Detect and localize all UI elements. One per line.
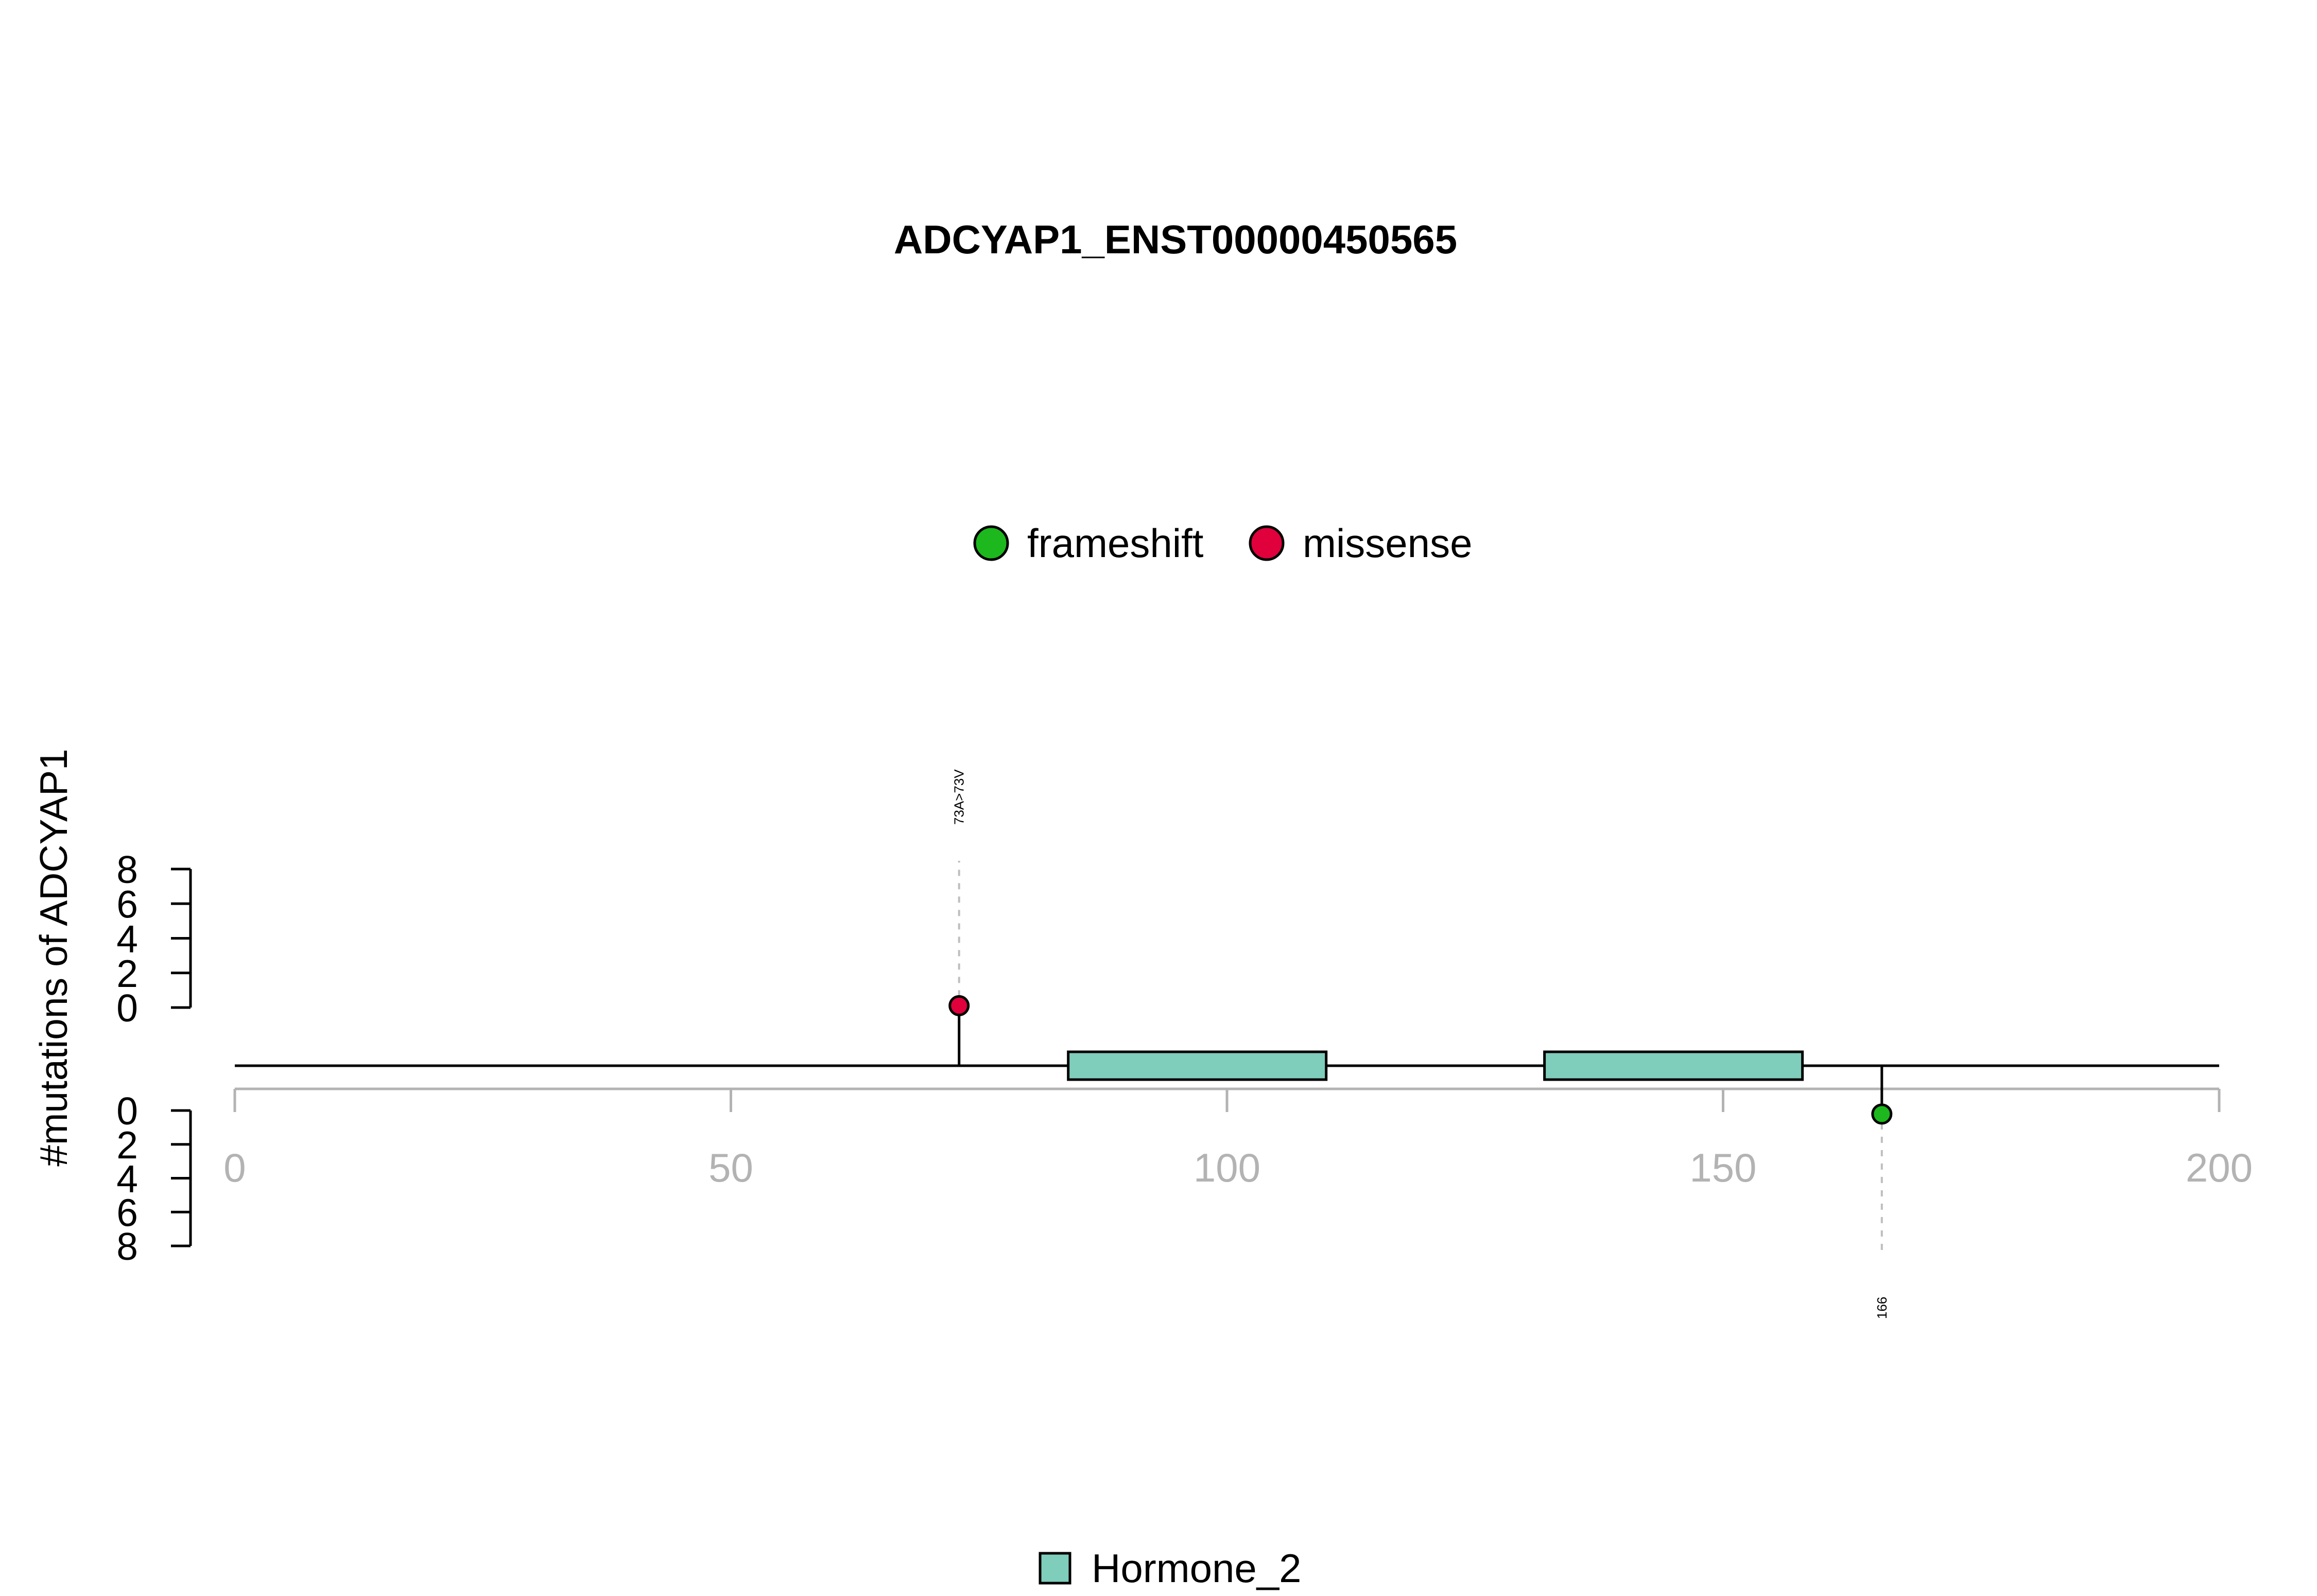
y-tick-label-bottom: 8 — [116, 1225, 138, 1268]
x-tick-label: 50 — [708, 1145, 753, 1190]
mutation-point-missense — [948, 995, 970, 1016]
domain-legend: Hormone_2 — [1039, 1546, 1302, 1591]
y-tick-label-top: 6 — [116, 882, 138, 926]
legend-label-frameshift: frameshift — [1027, 521, 1204, 566]
y-tick-label-bottom: 0 — [116, 1089, 138, 1133]
x-tick-label: 0 — [223, 1145, 246, 1190]
x-axis: 0 50 100 150 200 — [223, 1087, 2253, 1190]
y-axis-label: #mutations of ADCYAP1 — [32, 749, 75, 1167]
y-tick-label-top: 2 — [116, 952, 138, 995]
chart-title: ADCYAP1_ENST00000450565 — [894, 217, 1457, 262]
mutations: 73A>73V 166 — [948, 769, 1893, 1319]
x-tick-label: 200 — [2186, 1145, 2253, 1190]
mutation-label: 166 — [1874, 1297, 1890, 1319]
domain-Hormone_2 — [1543, 1050, 1804, 1081]
legend-marker-missense — [1249, 525, 1285, 561]
domain-legend-marker — [1039, 1552, 1071, 1585]
y-tick-label-top: 0 — [116, 986, 138, 1030]
x-tick-label: 100 — [1194, 1145, 1260, 1190]
x-tick-label: 150 — [1689, 1145, 1756, 1190]
mutation-point-frameshift — [1871, 1103, 1893, 1125]
domain-Hormone_2 — [1067, 1050, 1328, 1081]
y-tick-label-bottom: 6 — [116, 1191, 138, 1234]
mutation-legend: frameshift missense — [973, 521, 1472, 566]
y-tick-label-top: 8 — [116, 848, 138, 891]
y-tick-label-top: 4 — [116, 917, 138, 961]
mutation-label: 73A>73V — [952, 769, 967, 825]
legend-label-missense: missense — [1303, 521, 1472, 566]
y-tick-label-bottom: 2 — [116, 1123, 138, 1167]
y-tick-label-bottom: 4 — [116, 1157, 138, 1201]
legend-marker-frameshift — [973, 525, 1009, 561]
domains — [1067, 1050, 1804, 1081]
domain-legend-label: Hormone_2 — [1092, 1546, 1302, 1591]
